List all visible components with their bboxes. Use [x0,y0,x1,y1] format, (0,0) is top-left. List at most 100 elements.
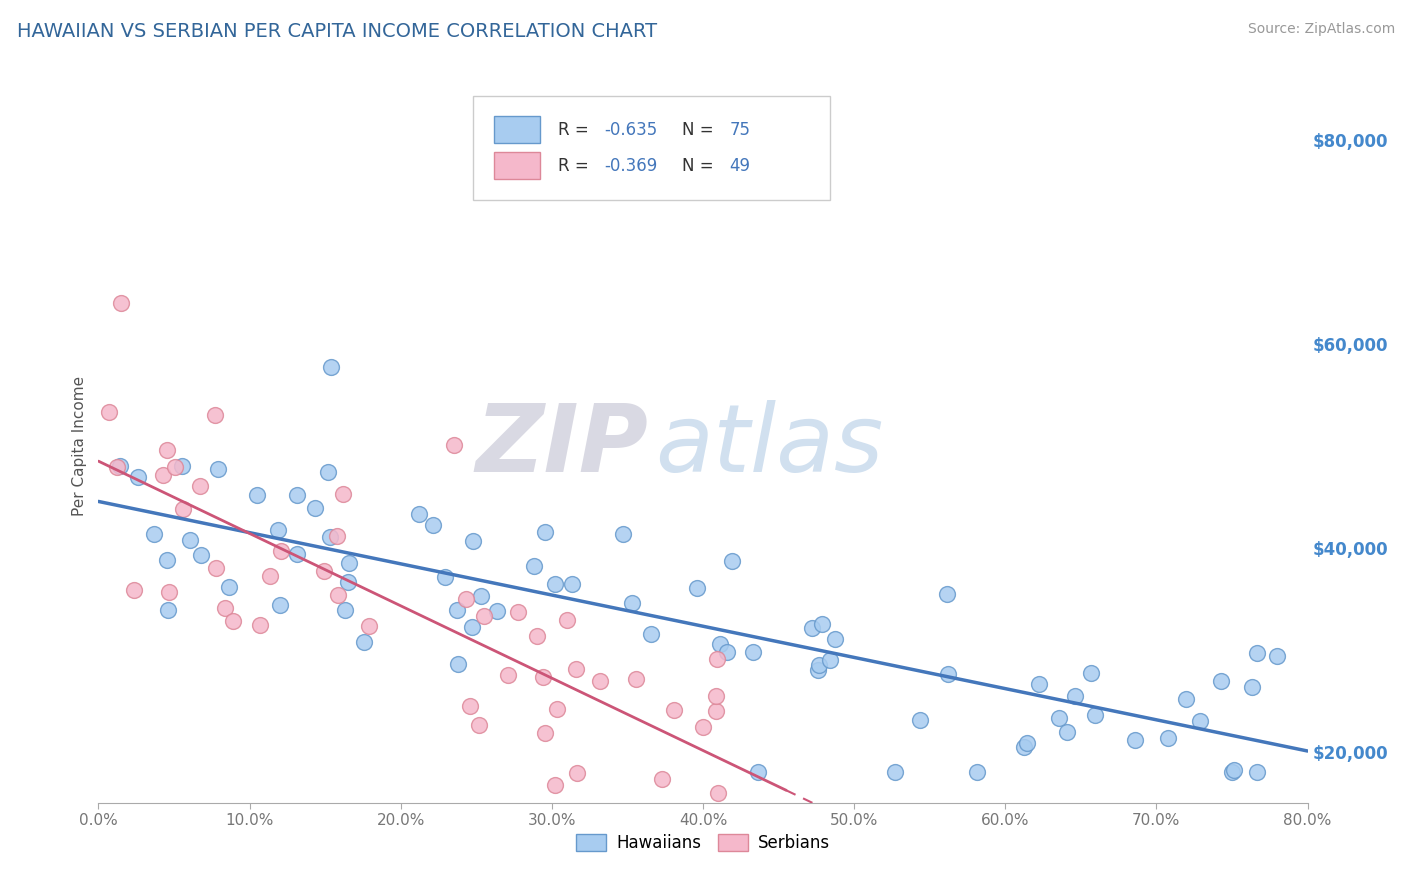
Point [163,459,186,474]
Point [333,603,356,617]
Point [1265,648,1288,663]
Point [704,704,727,718]
Text: N =: N = [682,121,720,139]
Point [824,632,846,647]
Point [486,605,509,619]
Point [818,653,841,667]
Point [461,534,484,549]
Point [733,805,755,820]
Point [461,620,484,634]
Point [470,590,492,604]
Point [353,635,375,649]
Point [98,405,121,419]
Point [433,569,456,583]
Point [1220,765,1243,780]
Point [742,645,765,659]
Point [446,603,468,617]
Point [143,527,166,541]
Point [935,587,957,601]
Point [699,805,721,820]
Point [105,460,128,475]
Point [157,603,180,617]
Point [555,613,578,627]
Point [561,577,583,591]
FancyBboxPatch shape [474,96,830,200]
Text: 75: 75 [730,121,751,139]
Point [326,588,349,602]
Text: atlas: atlas [655,401,883,491]
Point [706,652,728,666]
Point [259,569,281,583]
Point [170,459,193,474]
Point [1080,665,1102,680]
Point [1240,680,1263,694]
Point [662,703,685,717]
Point [544,577,567,591]
Point [523,559,546,574]
Point [188,479,211,493]
Point [808,657,831,672]
Point [336,574,359,589]
Point [533,726,555,740]
Point [304,501,326,516]
Text: -0.635: -0.635 [603,121,657,139]
Point [287,547,309,561]
Point [721,553,744,567]
FancyBboxPatch shape [494,116,540,144]
Point [214,600,236,615]
Text: Source: ZipAtlas.com: Source: ZipAtlas.com [1247,22,1395,37]
Point [747,765,769,780]
Point [1246,765,1268,780]
Point [534,524,557,539]
Point [249,618,271,632]
Point [1028,677,1050,691]
Point [472,608,495,623]
Point [966,764,988,779]
Point [883,765,905,780]
Point [152,468,174,483]
Point [1246,647,1268,661]
Point [408,508,430,522]
Point [156,553,179,567]
Point [204,408,226,422]
Point [447,657,470,671]
Point [270,543,292,558]
Point [1056,725,1078,739]
Point [319,530,342,544]
Point [1017,736,1039,750]
Text: R =: R = [558,157,593,175]
Point [1012,740,1035,755]
Point [1123,733,1146,747]
Point [716,644,738,658]
Legend: Hawaiians, Serbians: Hawaiians, Serbians [569,827,837,859]
Point [337,556,360,570]
Point [612,527,634,541]
Point [686,581,709,595]
Point [565,662,588,676]
Point [314,564,336,578]
Point [640,627,662,641]
Point [800,621,823,635]
Point [127,470,149,484]
Point [1047,711,1070,725]
Point [807,664,830,678]
Point [589,673,612,688]
Point [651,772,673,787]
Point [546,702,568,716]
Point [460,699,482,714]
Point [287,488,309,502]
Point [205,561,228,575]
Point [122,582,145,597]
Point [207,461,229,475]
Point [222,614,245,628]
Text: R =: R = [558,121,593,139]
FancyBboxPatch shape [494,152,540,179]
Point [544,778,567,792]
Point [267,523,290,537]
Point [172,502,194,516]
Point [811,616,834,631]
Point [443,438,465,452]
Point [724,805,747,820]
Point [269,598,291,612]
Point [456,591,478,606]
